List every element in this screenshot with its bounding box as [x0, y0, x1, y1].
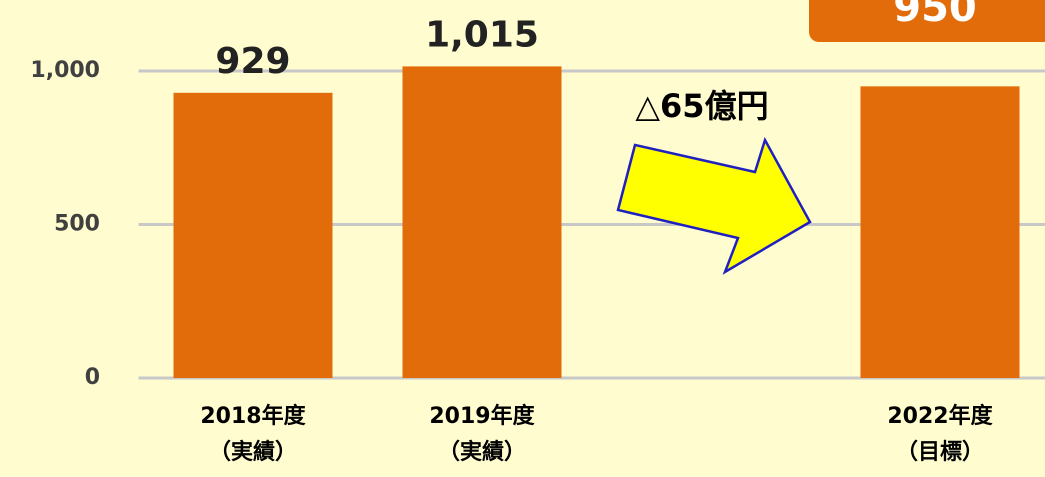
- x-tick-label: （実績）: [209, 439, 297, 465]
- annotation: △65億円: [635, 87, 768, 125]
- value-label: 929: [215, 41, 290, 82]
- value-label: 1,015: [425, 14, 539, 55]
- x-tick-label: （実績）: [438, 439, 526, 465]
- bar: [173, 92, 333, 378]
- arrow: [616, 136, 812, 275]
- y-tick-label: 500: [54, 212, 100, 237]
- x-tick-label: （目標）: [896, 440, 984, 465]
- x-tick-label: 2019年度: [429, 403, 535, 429]
- value-label: 950: [893, 0, 977, 31]
- y-tick-label: 1,000: [30, 58, 100, 83]
- value-label-box: [809, 0, 1045, 42]
- y-tick-label: 0: [85, 365, 100, 390]
- x-tick-label: 2022年度: [887, 403, 993, 429]
- x-tick-label: 2018年度: [200, 403, 306, 429]
- bar: [402, 66, 562, 379]
- bar: [860, 86, 1020, 378]
